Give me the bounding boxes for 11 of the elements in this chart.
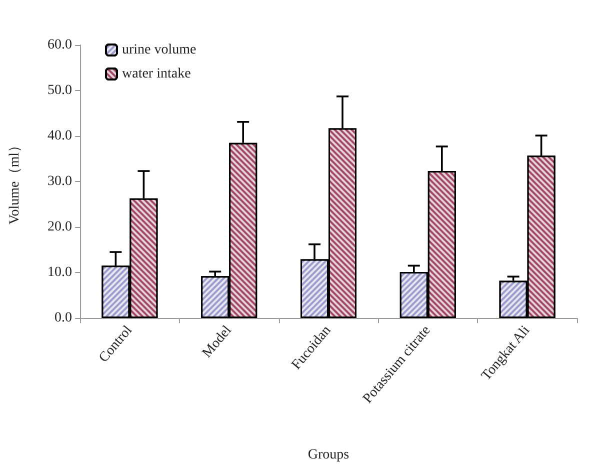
y-tick-label: 20.0 xyxy=(48,220,72,234)
legend-label: water intake xyxy=(122,66,191,82)
y-tick-label: 10.0 xyxy=(48,265,72,280)
y-tick-label: 50.0 xyxy=(48,83,72,98)
y-axis-title: Volume（ml） xyxy=(8,138,22,225)
y-tick-label: 40.0 xyxy=(48,128,72,144)
legend-label: urine volume xyxy=(122,42,196,58)
y-tick-label: 30.0 xyxy=(48,174,72,189)
y-tick-label: 0.0 xyxy=(54,310,72,326)
y-tick-label: 60.0 xyxy=(48,38,72,52)
x-axis-title: Groups xyxy=(308,448,350,462)
